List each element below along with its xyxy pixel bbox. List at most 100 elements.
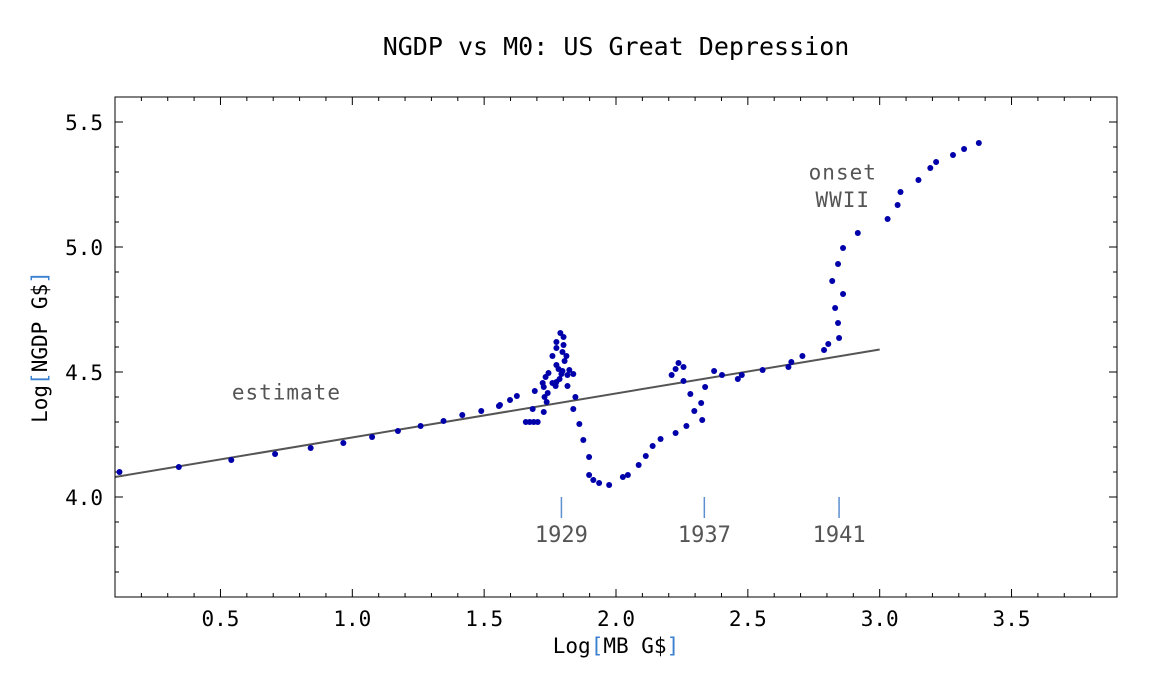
x-tick-label: 1.0: [333, 607, 371, 631]
data-point: [649, 443, 656, 449]
data-point: [687, 391, 694, 397]
chart-marks: 1929 1937 1941 estimate onset WWII: [114, 140, 982, 548]
data-point: [933, 159, 940, 165]
data-point: [738, 372, 745, 378]
data-point: [559, 368, 566, 374]
annotation: onset: [809, 161, 877, 185]
data-point: [699, 417, 706, 423]
data-point: [553, 339, 560, 345]
data-point: [788, 359, 795, 365]
data-point: [563, 353, 570, 359]
data-point: [785, 364, 792, 370]
data-point: [596, 480, 603, 486]
data-point: [719, 372, 726, 378]
data-point: [586, 454, 593, 460]
data-point: [394, 428, 401, 434]
data-point: [560, 334, 567, 340]
data-point: [836, 335, 843, 341]
data-point: [683, 423, 690, 429]
y-tick-label: 4.0: [65, 486, 103, 510]
data-point: [540, 384, 547, 390]
fit-line: [114, 348, 880, 478]
data-point: [540, 409, 547, 415]
data-point: [543, 399, 550, 405]
data-point: [606, 482, 613, 488]
data-point: [711, 368, 718, 374]
data-point: [691, 408, 698, 414]
data-point: [680, 364, 687, 370]
x-axis-label: Log[MB G$]: [553, 634, 679, 658]
data-point: [506, 397, 513, 403]
data-point: [544, 390, 551, 396]
data-point: [657, 436, 664, 442]
data-point: [586, 472, 593, 478]
data-point: [854, 230, 861, 236]
data-point: [556, 376, 563, 382]
data-point: [307, 445, 314, 451]
data-point: [369, 434, 376, 440]
data-point: [680, 378, 687, 384]
y-tick-label: 5.0: [65, 236, 103, 260]
data-point: [672, 430, 679, 436]
x-tick-label: 3.0: [861, 607, 899, 631]
annotation: WWII: [815, 188, 870, 212]
data-point: [702, 384, 709, 390]
data-point: [698, 400, 705, 406]
axis-ticks: 0.5 1.0 1.5 2.0 2.5 3.0 3.5 4.0 4.5 5.0 5.5: [65, 96, 1118, 631]
y-tick-label: 5.5: [65, 111, 103, 135]
data-point: [560, 342, 567, 348]
data-point: [417, 423, 424, 429]
data-point: [566, 367, 573, 373]
plot-frame: [114, 96, 1118, 598]
data-point: [564, 372, 571, 378]
data-point: [576, 421, 583, 427]
data-point: [884, 216, 891, 222]
data-point: [541, 394, 548, 400]
data-point: [534, 419, 541, 425]
chart-title: NGDP vs M0: US Great Depression: [383, 32, 850, 61]
data-point: [570, 406, 577, 412]
year-marker-label: 1941: [813, 523, 866, 548]
data-point: [228, 457, 235, 463]
x-tick-label: 1.5: [465, 607, 503, 631]
data-point: [897, 189, 904, 195]
data-point: [672, 366, 679, 372]
data-point: [272, 451, 279, 457]
data-point: [927, 165, 934, 171]
data-point: [675, 360, 682, 366]
data-point: [478, 408, 485, 414]
data-point: [635, 462, 642, 468]
data-point: [642, 453, 649, 459]
x-tick-label: 2.5: [729, 607, 767, 631]
data-point: [832, 305, 839, 311]
data-point: [835, 320, 842, 326]
data-point: [619, 474, 626, 480]
data-point: [624, 472, 631, 478]
year-marker-label: 1937: [678, 523, 731, 548]
data-point: [734, 376, 741, 382]
annotation: estimate: [232, 381, 341, 405]
data-point: [561, 358, 568, 364]
data-point: [840, 291, 847, 297]
data-point: [829, 278, 836, 284]
data-point: [572, 394, 579, 400]
data-point: [835, 261, 842, 267]
data-point: [531, 388, 538, 394]
data-point: [557, 330, 564, 336]
y-tick-label: 4.5: [65, 361, 103, 385]
data-point: [799, 353, 806, 359]
data-point: [549, 353, 556, 359]
data-point: [759, 367, 766, 373]
year-marker-label: 1929: [535, 523, 588, 548]
data-point: [821, 347, 828, 353]
data-point: [961, 146, 968, 152]
data-point: [894, 202, 901, 208]
data-point: [570, 371, 577, 377]
data-point: [513, 393, 520, 399]
data-point: [975, 140, 982, 146]
data-point: [915, 177, 922, 183]
y-axis-label: Log[NGDP G$]: [28, 271, 52, 423]
data-point: [459, 412, 466, 418]
data-point: [590, 477, 597, 483]
